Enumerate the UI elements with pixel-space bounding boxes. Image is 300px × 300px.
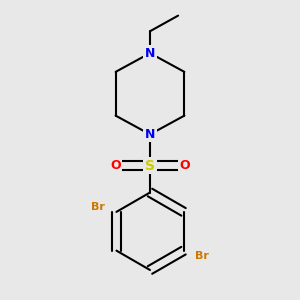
Text: Br: Br: [91, 202, 105, 212]
Text: N: N: [145, 128, 155, 141]
Text: N: N: [145, 46, 155, 60]
Text: O: O: [110, 159, 121, 172]
Text: Br: Br: [195, 250, 209, 261]
Text: S: S: [145, 159, 155, 172]
Text: O: O: [179, 159, 190, 172]
